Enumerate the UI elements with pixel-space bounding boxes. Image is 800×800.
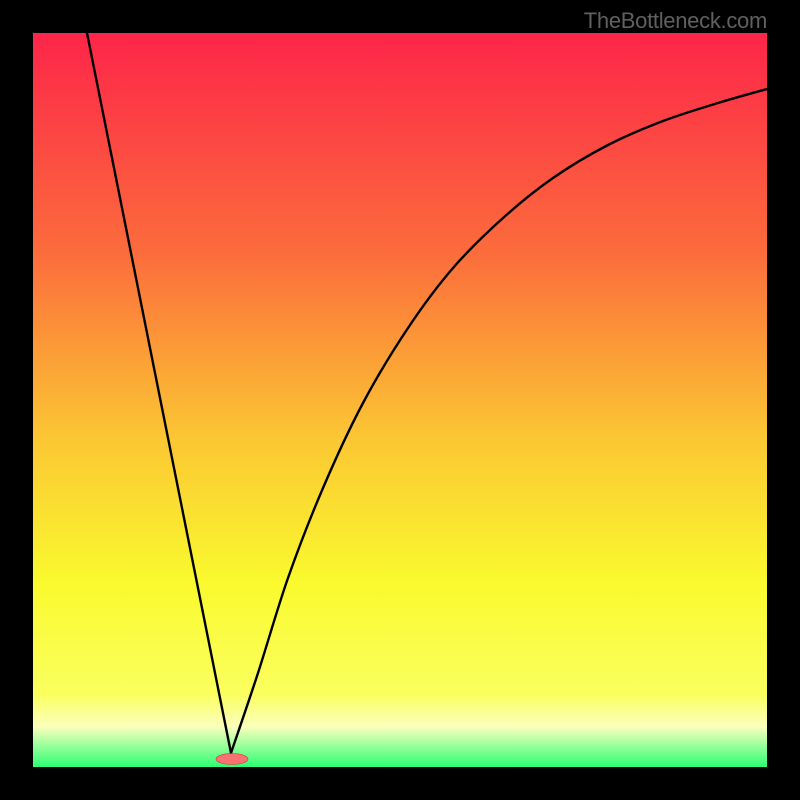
gradient-background <box>33 33 767 767</box>
watermark-text: TheBottleneck.com <box>584 8 767 34</box>
gradient-chart <box>33 33 767 767</box>
optimal-point-marker <box>216 754 248 765</box>
chart-area <box>33 33 767 767</box>
